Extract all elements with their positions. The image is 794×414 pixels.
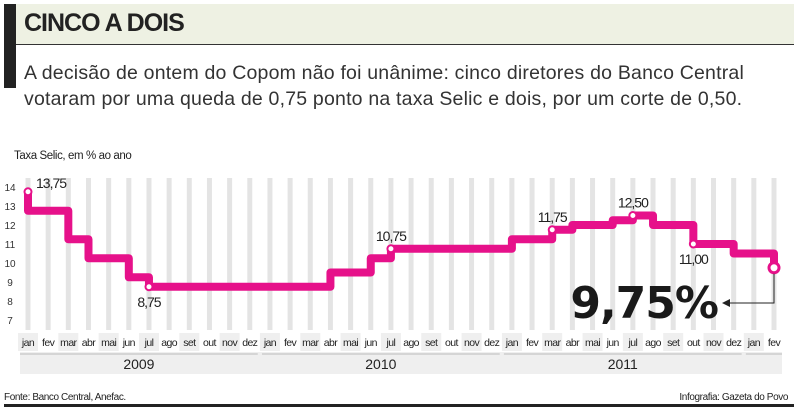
month-label: jun [122, 337, 136, 349]
month-label: nov [222, 337, 238, 349]
credit-note: Infografia: Gazeta do Povo [679, 392, 788, 403]
month-cell-bg [542, 333, 563, 351]
month-label: out [687, 337, 700, 349]
bottom-rule [4, 404, 794, 407]
month-cell-bg [582, 333, 603, 351]
month-label: dez [242, 337, 257, 349]
month-label: jan [747, 337, 761, 349]
data-label: 12,50 [618, 195, 649, 211]
accent-bar [4, 4, 16, 88]
month-label: mai [343, 337, 358, 349]
month-label: jan [263, 337, 277, 349]
y-tick-label: 11 [5, 240, 16, 251]
month-label: dez [484, 337, 499, 349]
highlight-point [767, 261, 781, 275]
data-point [144, 282, 154, 292]
y-tick-label: 12 [4, 221, 16, 232]
data-label: 10,75 [376, 228, 407, 244]
month-label: abr [566, 337, 580, 349]
month-cell-bg [18, 333, 38, 351]
month-label: fev [768, 337, 782, 349]
month-cell-bg [663, 333, 684, 351]
month-label: set [425, 337, 438, 349]
month-cell-bg [703, 333, 724, 351]
month-cell-bg [179, 333, 200, 351]
month-cell-bg [421, 333, 442, 351]
y-axis-label: Taxa Selic, em % ao ano [14, 150, 132, 162]
month-label: out [445, 337, 458, 349]
y-tick-label: 10 [4, 259, 16, 270]
data-point [386, 244, 396, 254]
highlight-label: 9,75% [570, 278, 718, 329]
subtitle: A decisão de ontem do Copom não foi unân… [24, 62, 744, 110]
month-label: out [203, 337, 216, 349]
year-band [20, 352, 782, 374]
selic-chart: jan fev mar abr mai jun jul ago set out nov dez jan f… [4, 175, 782, 374]
year-label: 2009 [123, 356, 154, 372]
month-label: jul [144, 337, 154, 349]
month-label: jul [628, 337, 638, 349]
source-note: Fonte: Banco Central, Anefac. [4, 392, 126, 403]
month-label: abr [324, 337, 338, 349]
month-cell-bg [380, 333, 401, 351]
header-band [4, 4, 794, 45]
month-label: mar [302, 337, 319, 349]
month-cell-bg [501, 333, 522, 351]
month-cell-bg [743, 333, 764, 351]
month-cell-bg [622, 333, 643, 351]
y-tick-label: 14 [4, 183, 16, 194]
selic-step-line [24, 191, 778, 291]
data-point [547, 225, 557, 235]
month-label: nov [464, 337, 480, 349]
month-cell-bg [340, 333, 361, 351]
month-label: mar [60, 337, 77, 349]
month-cell-bg [219, 333, 240, 351]
month-label: jun [606, 337, 620, 349]
month-label: nov [706, 337, 722, 349]
month-cell-bg [58, 333, 79, 351]
y-tick-label: 7 [7, 316, 13, 327]
y-tick-label: 8 [7, 297, 13, 308]
year-label: 2010 [365, 356, 396, 372]
month-cell-bg [461, 333, 482, 351]
y-tick-label: 9 [7, 278, 13, 289]
month-label: ago [161, 337, 177, 349]
month-label: fev [526, 337, 540, 349]
month-label: jul [386, 337, 396, 349]
data-label: 11,75 [538, 209, 568, 225]
data-point [628, 211, 638, 220]
month-label: dez [726, 337, 741, 349]
month-label: ago [645, 337, 661, 349]
data-point [688, 239, 698, 249]
y-tick-label: 13 [4, 202, 16, 213]
month-cell-bg [138, 333, 159, 351]
month-label: ago [403, 337, 419, 349]
arrow-line [728, 273, 775, 304]
month-label: jan [21, 337, 35, 349]
data-point [23, 187, 33, 197]
month-label: set [183, 337, 196, 349]
data-label: 13,75 [36, 175, 67, 191]
month-label: abr [82, 337, 96, 349]
data-label: 8,75 [137, 294, 161, 310]
month-cell-bg [98, 333, 119, 351]
month-label: mar [544, 337, 561, 349]
year-label: 2011 [608, 356, 638, 372]
page-title: CINCO A DOIS [24, 9, 185, 37]
month-label: fev [284, 337, 298, 349]
month-cell-bg [259, 333, 280, 351]
month-label: jan [505, 337, 519, 349]
month-cell-bg [300, 333, 321, 351]
data-label: 11,00 [679, 251, 709, 267]
month-label: set [667, 337, 680, 349]
arrow-head-icon [722, 299, 730, 307]
month-label: jun [364, 337, 378, 349]
month-label: mai [585, 337, 600, 349]
month-label: mai [101, 337, 116, 349]
month-label: fev [42, 337, 56, 349]
